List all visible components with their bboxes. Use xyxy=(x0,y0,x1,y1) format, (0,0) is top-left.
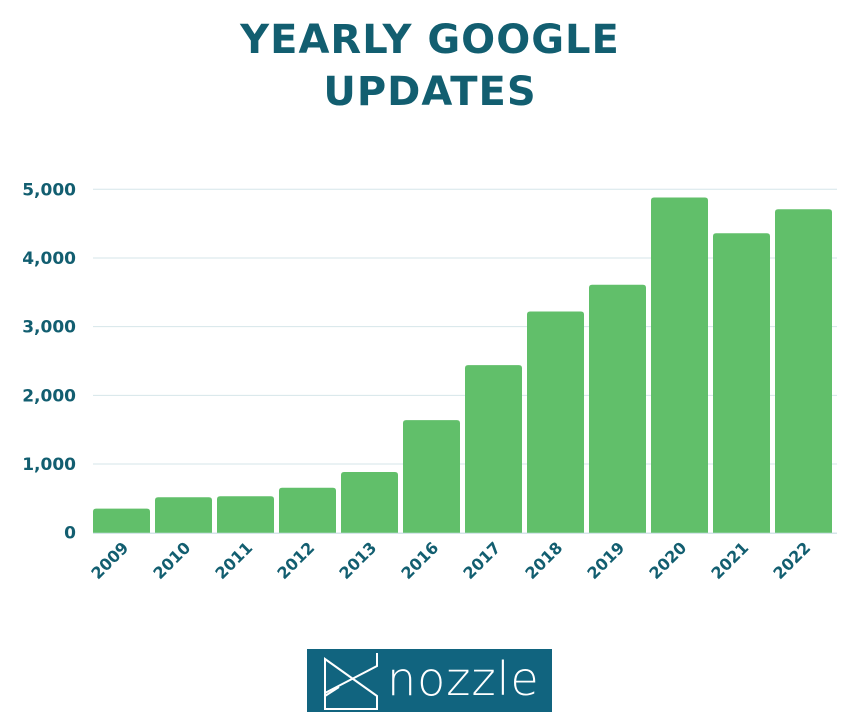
bar-2017 xyxy=(465,365,522,533)
x-tick-label: 2010 xyxy=(149,538,194,583)
x-tick-label: 2018 xyxy=(521,538,566,583)
y-tick-label: 2,000 xyxy=(22,386,76,406)
y-tick-label: 4,000 xyxy=(22,249,76,269)
x-tick-label: 2017 xyxy=(459,538,504,583)
bar-2022 xyxy=(775,209,832,533)
nozzle-logo-text: nozzle xyxy=(387,652,540,706)
bar-2013 xyxy=(341,471,398,533)
x-tick-label: 2012 xyxy=(273,538,318,583)
y-tick-label: 0 xyxy=(64,524,76,544)
chart-title: YEARLY GOOGLE UPDATES xyxy=(0,14,860,118)
nozzle-logo-mark-icon xyxy=(324,653,378,710)
x-tick-label: 2019 xyxy=(583,538,628,583)
x-tick-label: 2009 xyxy=(87,538,132,583)
bar-2021 xyxy=(713,233,770,533)
x-tick-label: 2013 xyxy=(335,538,380,583)
x-tick-label: 2016 xyxy=(397,538,442,583)
bar-2009 xyxy=(93,508,150,533)
bar-2020 xyxy=(651,197,708,533)
y-tick-label: 5,000 xyxy=(22,180,76,200)
x-tick-label: 2022 xyxy=(769,538,814,583)
chart-title-line-1: YEARLY GOOGLE xyxy=(240,17,620,63)
bar-2012 xyxy=(279,487,336,533)
chart-title-line-2: UPDATES xyxy=(323,69,537,115)
y-tick-label: 1,000 xyxy=(22,455,76,475)
bar-2019 xyxy=(589,284,646,533)
bar-2016 xyxy=(403,420,460,533)
x-tick-label: 2011 xyxy=(211,538,256,583)
x-tick-label: 2020 xyxy=(645,538,690,583)
bar-chart: 0 1,000 2,000 3,000 4,000 5,000 2009 2010 2011 20… xyxy=(22,180,837,583)
nozzle-logo: nozzle xyxy=(307,649,552,712)
bar-2018 xyxy=(527,311,584,533)
x-tick-label: 2021 xyxy=(707,538,752,583)
bar-2011 xyxy=(217,496,274,533)
bar-2010 xyxy=(155,497,212,533)
y-tick-label: 3,000 xyxy=(22,318,76,338)
